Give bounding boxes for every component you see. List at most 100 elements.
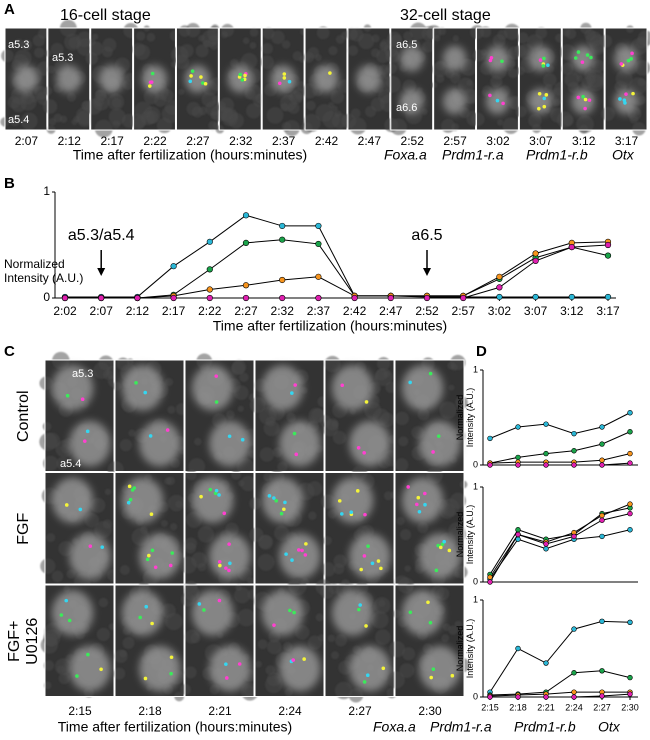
image-border — [114, 584, 185, 697]
data-point — [599, 457, 605, 463]
noise — [535, 27, 548, 39]
data-point — [599, 618, 605, 625]
micrograph — [319, 581, 398, 703]
spot — [138, 615, 142, 620]
nucleus — [139, 645, 181, 692]
data-point — [279, 276, 286, 284]
noise — [112, 381, 122, 391]
data-point — [279, 222, 286, 230]
noise — [56, 456, 70, 470]
noise — [387, 671, 405, 689]
noise — [237, 608, 256, 627]
spot — [429, 675, 434, 680]
noise — [37, 28, 49, 39]
noise — [89, 41, 104, 56]
time-label: 2:22 — [143, 134, 167, 148]
time-label: 2:57 — [443, 134, 467, 148]
noise — [635, 36, 648, 49]
spot — [143, 676, 148, 681]
noise — [92, 33, 99, 40]
spot — [340, 383, 345, 388]
y-tick-label: 0 — [43, 290, 50, 304]
data-point — [170, 294, 177, 302]
spot — [356, 446, 361, 450]
nucleus — [279, 533, 321, 579]
spot — [423, 491, 427, 496]
spot — [585, 53, 590, 57]
spot — [85, 429, 90, 434]
nucleus — [401, 590, 444, 636]
noise — [178, 25, 191, 37]
noise — [432, 61, 448, 78]
x-tick-label: 3:07 — [524, 304, 548, 318]
image-border — [44, 472, 115, 585]
spot — [434, 568, 439, 573]
data-point — [515, 462, 521, 468]
spot — [287, 79, 292, 84]
data-point — [627, 674, 633, 681]
panel-label: A — [4, 1, 15, 18]
micrograph — [0, 27, 52, 131]
noise — [370, 48, 380, 58]
spot — [282, 507, 286, 512]
data-point — [627, 691, 633, 697]
noise — [544, 84, 553, 93]
noise — [330, 90, 345, 104]
noise — [243, 685, 256, 698]
spot — [587, 98, 592, 102]
image-border — [47, 27, 91, 131]
noise — [637, 78, 646, 87]
nucleus — [191, 477, 234, 524]
arrow-head — [423, 268, 431, 276]
noise — [470, 25, 485, 40]
noise — [592, 59, 605, 73]
data-point — [98, 294, 105, 302]
time-label: 2:27 — [186, 134, 210, 148]
data-point — [604, 252, 612, 259]
spot — [622, 98, 627, 103]
spot — [431, 667, 436, 671]
data-point — [487, 462, 493, 468]
spot — [431, 450, 435, 454]
data-point — [315, 273, 322, 280]
noise — [294, 625, 310, 640]
spot — [363, 512, 367, 517]
nucleus — [419, 420, 461, 467]
spot — [201, 81, 205, 85]
legend-entry: Prdm1-r.a — [442, 147, 504, 163]
noise — [449, 526, 466, 543]
micrograph — [514, 27, 568, 134]
nucleus — [331, 590, 374, 636]
noise — [166, 476, 175, 486]
annotation: a5.3/a5.4 — [68, 227, 135, 244]
data-point — [206, 238, 213, 245]
noise — [51, 570, 64, 582]
micrograph — [249, 470, 325, 587]
noise — [249, 27, 259, 37]
noise — [450, 363, 458, 371]
noise — [396, 516, 405, 526]
noise — [480, 48, 488, 56]
series-line — [65, 244, 609, 299]
spot — [423, 502, 427, 507]
image-border — [44, 359, 115, 472]
micrograph — [320, 465, 398, 588]
data-point — [515, 694, 521, 700]
spot — [214, 488, 219, 493]
micrograph — [184, 353, 260, 476]
spot — [365, 673, 370, 678]
spot — [623, 101, 627, 105]
noise — [90, 497, 106, 513]
noise — [302, 113, 321, 132]
spot — [576, 50, 581, 54]
data-point — [543, 450, 549, 457]
spot — [218, 563, 222, 568]
noise — [358, 33, 375, 50]
spot — [296, 548, 301, 552]
noise — [237, 405, 244, 412]
noise — [179, 556, 197, 574]
spot — [542, 96, 547, 101]
noise — [50, 42, 64, 56]
panel-label: B — [4, 175, 15, 192]
nucleus — [69, 420, 111, 467]
